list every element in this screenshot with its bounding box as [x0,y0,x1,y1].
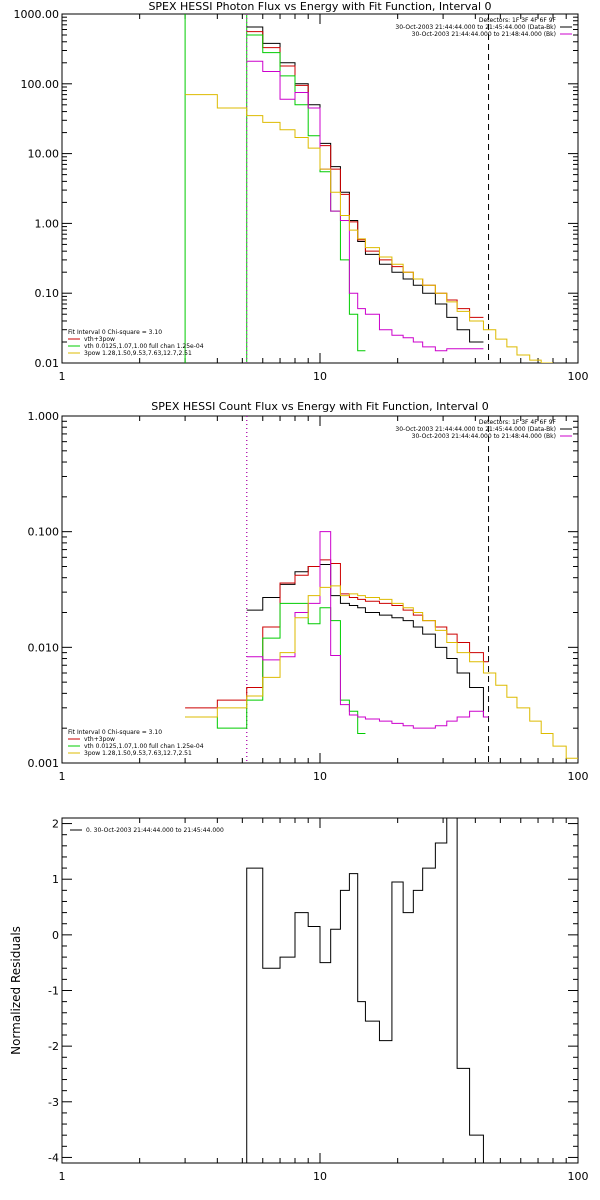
plot-frame [61,13,579,364]
series-3-histogram [246,60,484,352]
plot-area [185,416,578,763]
series-0-histogram [246,564,489,718]
legend-entry: Detectors: 1F 3F 4F 6F 9F [479,419,557,426]
series-0-histogram [246,26,484,343]
y-axis-label: Normalized Residuals [9,926,23,1055]
y-axis: -4 -3 -2 -1 0 1 2 [48,818,578,1164]
y-tick-label: 0.01 [35,357,60,370]
legend-entry: Fit Interval 0 Chi-square = 3.10 [68,329,162,336]
legend-entry: 3pow 1.28,1.50,9.53,7.63,12.7,2.51 [84,350,192,357]
y-tick-label: -1 [48,985,59,998]
y-axis: 0.001 0.010 0.100 1.000 [28,410,578,770]
x-tick-label: 1 [59,770,66,783]
y-tick-label: 0.10 [35,287,60,300]
legend-top: 0. 30-Oct-2003 21:44:44.000 to 21:45:44.… [70,827,224,834]
series-2-histogram [246,34,366,352]
y-tick-label: 0.010 [28,641,60,654]
y-tick-label: 0.100 [28,526,60,539]
legend-entry: Fit Interval 0 Chi-square = 3.10 [68,729,162,736]
x-axis: 1 10 100 [59,416,589,783]
legend-bottom: Fit Interval 0 Chi-square = 3.10vth+3pow… [68,329,204,357]
legend-entry: vth+3pow [84,736,115,743]
legend-entry: Detectors: 1F 3F 4F 6F 9F [479,17,557,24]
plot-frame [61,817,579,1164]
y-tick-label: 2 [52,818,59,831]
x-tick-label: 100 [568,370,589,383]
plot-area [184,14,553,363]
legend-entry: 3pow 1.28,1.50,9.53,7.63,12.7,2.51 [84,750,192,757]
y-tick-label: 1000.00 [14,8,60,21]
y-tick-label: 10.00 [28,148,60,161]
x-tick-label: 10 [313,370,327,383]
legend-entry: vth 0.0125,1.07,1.00 full chan 1.25e-04 [84,343,204,350]
x-tick-label: 100 [568,770,589,783]
plot-area [246,818,484,1163]
y-tick-label: 0 [52,929,59,942]
series-1-histogram [185,559,489,709]
y-axis: 0.01 0.10 1.00 10.00 100.00 1000.00 [14,8,578,370]
y-tick-label: -2 [48,1040,59,1053]
y-tick-label: 0.001 [28,757,60,770]
legend-entry: 30-Oct-2003 21:44:44.000 to 21:48:44.000… [412,31,556,38]
series-4-histogram [185,94,553,363]
series-3-histogram [246,531,489,729]
legend-bottom: Fit Interval 0 Chi-square = 3.10vth+3pow… [68,729,204,757]
count-flux-panel: SPEX HESSI Count Flux vs Energy with Fit… [28,400,589,783]
x-tick-label: 100 [568,1170,589,1183]
series-1-histogram [246,31,484,318]
series-0-histogram [246,818,484,1163]
residuals-panel: 1 10 100 -4 -3 -2 -1 0 1 2 Normalized Residuals 0. … [9,817,589,1183]
y-tick-label: 1 [52,873,59,886]
x-tick-label: 1 [59,370,66,383]
y-tick-label: 1.000 [28,410,60,423]
legend-entry: vth+3pow [84,336,115,343]
series-2-histogram [185,602,366,734]
y-tick-label: -4 [48,1151,59,1164]
series-4-histogram [185,585,578,759]
legend-entry: vth 0.0125,1.07,1.00 full chan 1.25e-04 [84,743,204,750]
x-axis: 1 10 100 [59,818,589,1183]
y-tick-label: 100.00 [21,78,60,91]
legend-entry: 30-Oct-2003 21:44:44.000 to 21:45:44.000… [395,426,556,433]
chart-title: SPEX HESSI Count Flux vs Energy with Fit… [151,400,488,413]
y-tick-label: -3 [48,1096,59,1109]
chart-title: SPEX HESSI Photon Flux vs Energy with Fi… [148,0,491,13]
x-axis: 1 10 100 [59,14,589,383]
x-tick-label: 1 [59,1170,66,1183]
legend-entry: 0. 30-Oct-2003 21:44:44.000 to 21:45:44.… [86,827,224,834]
photon-flux-panel: SPEX HESSI Photon Flux vs Energy with Fi… [14,0,589,383]
legend-entry: 30-Oct-2003 21:44:44.000 to 21:45:44.000… [395,24,556,31]
x-tick-label: 10 [313,770,327,783]
x-tick-label: 10 [313,1170,327,1183]
y-tick-label: 1.00 [35,217,60,230]
legend-entry: 30-Oct-2003 21:44:44.000 to 21:48:44.000… [412,433,556,440]
